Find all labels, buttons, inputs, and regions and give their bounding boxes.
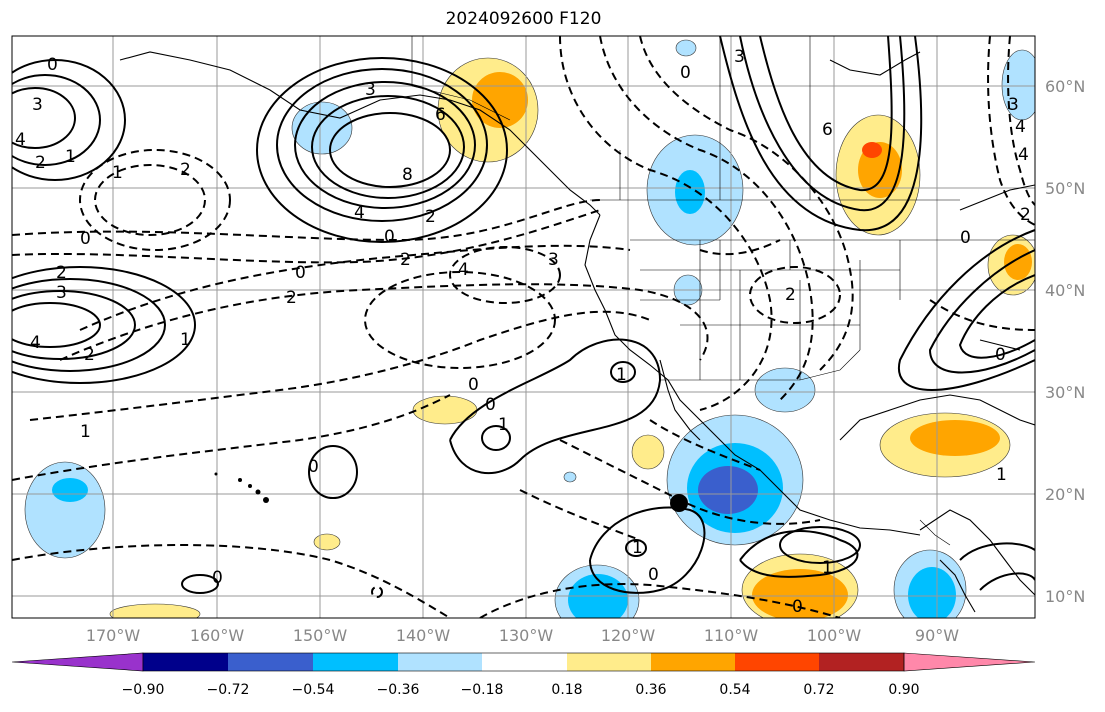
contour-label: 2 (286, 288, 297, 308)
contour-label: 1 (822, 558, 833, 578)
contour-label: 4 (1015, 117, 1026, 137)
contour-label: 0 (47, 55, 58, 75)
solid-contours (12, 36, 1035, 594)
lat-label: 60°N (1045, 77, 1086, 96)
colorbar-extend-low (11, 652, 144, 672)
contour-label: 6 (822, 120, 833, 140)
lat-label: 40°N (1045, 281, 1086, 300)
contour-label: 3 (734, 47, 745, 67)
contour-label: 0 (680, 63, 691, 83)
dashed-contours (12, 36, 1035, 618)
contour-label: 2 (425, 207, 436, 227)
contour-label: 2 (56, 263, 67, 283)
lon-label: 160°W (189, 626, 245, 645)
contour-label: 1 (112, 163, 123, 183)
contour-label: 0 (485, 395, 496, 415)
shaded-anomalies (24, 39, 1035, 618)
contour-label: 1 (80, 422, 91, 442)
storm-center-marker (670, 494, 688, 512)
contour-label: 3 (548, 250, 559, 270)
lon-label: 150°W (292, 626, 348, 645)
contour-label: 3 (1008, 95, 1019, 115)
colorbar-tick-label: 0.36 (635, 682, 667, 698)
hawaii-islands (214, 472, 269, 503)
contour-label: 2 (400, 250, 411, 270)
colorbar-tick-label: −0.72 (206, 682, 250, 698)
contour-label: 0 (468, 375, 479, 395)
colorbar-tick-label: 0.18 (551, 682, 583, 698)
colorbar-tick-label: −0.36 (376, 682, 420, 698)
contour-label: 2 (84, 345, 95, 365)
contour-label: 1 (498, 415, 509, 435)
colorbar-bin (482, 653, 567, 671)
contour-label: 2 (35, 153, 46, 173)
colorbar-tick-label: 0.54 (719, 682, 751, 698)
lon-label: 170°W (85, 626, 141, 645)
contour-label: 0 (995, 345, 1006, 365)
contour-labels: 0 3 4 2 1 1 2 3 6 8 4 2 0 2 0 2 4 3 0 2 … (15, 47, 1031, 617)
contour-label: 0 (80, 229, 91, 249)
colorbar-bin (313, 653, 398, 671)
lon-label: 140°W (395, 626, 451, 645)
colorbar-tick-label: 0.72 (803, 682, 835, 698)
colorbar-bin (819, 653, 904, 671)
lon-label: 100°W (806, 626, 862, 645)
contour-label: 1 (632, 538, 643, 558)
contour-label: 0 (384, 227, 395, 247)
colorbar-bin (398, 653, 482, 671)
contour-label: 0 (960, 228, 971, 248)
contour-label: 1 (996, 465, 1007, 485)
lat-label: 50°N (1045, 179, 1086, 198)
contour-label: 8 (402, 165, 413, 185)
contour-label: 4 (354, 203, 365, 223)
contour-label: 4 (1018, 145, 1029, 165)
political-borders (411, 36, 1035, 546)
colorbar-tick-label: −0.54 (291, 682, 335, 698)
colorbar-extend-high (903, 652, 1036, 672)
colorbar-bin (143, 653, 228, 671)
lon-label: 120°W (600, 626, 656, 645)
contour-label: 2 (1020, 205, 1031, 225)
contour-label: 1 (65, 147, 76, 167)
contour-label: 1 (180, 330, 191, 350)
contour-label: 0 (308, 457, 319, 477)
contour-label: 4 (30, 333, 41, 353)
contour-label: 0 (212, 568, 223, 588)
colorbar-bin (567, 653, 651, 671)
contour-label: 0 (295, 263, 306, 283)
contour-label: 3 (32, 95, 43, 115)
lat-label: 20°N (1045, 485, 1086, 504)
colorbar-tick-label: −0.18 (460, 682, 504, 698)
contour-label: 2 (785, 285, 796, 305)
contour-label: 2 (180, 160, 191, 180)
lat-label: 30°N (1045, 383, 1086, 402)
colorbar-bin (735, 653, 819, 671)
contour-label: 0 (648, 565, 659, 585)
colorbar-tick-label: 0.90 (888, 682, 920, 698)
contour-label: 1 (616, 365, 627, 385)
colorbar-bin (228, 653, 313, 671)
lat-label: 10°N (1045, 587, 1086, 606)
colorbar-tick-label: −0.90 (121, 682, 165, 698)
colorbar (11, 652, 1036, 672)
map-title: 2024092600 F120 (445, 9, 602, 29)
coastlines (119, 51, 1035, 613)
contour-label: 4 (458, 260, 469, 280)
contour-label: 6 (435, 105, 446, 125)
lon-label: 90°W (914, 626, 960, 645)
contour-label: 4 (15, 130, 26, 150)
gridlines (12, 36, 1035, 618)
lon-label: 110°W (703, 626, 759, 645)
contour-label: 3 (56, 283, 67, 303)
colorbar-bin (651, 653, 735, 671)
contour-label: 3 (365, 80, 376, 100)
contour-label: 0 (792, 597, 803, 617)
map-frame (11, 35, 1036, 619)
lon-label: 130°W (498, 626, 554, 645)
